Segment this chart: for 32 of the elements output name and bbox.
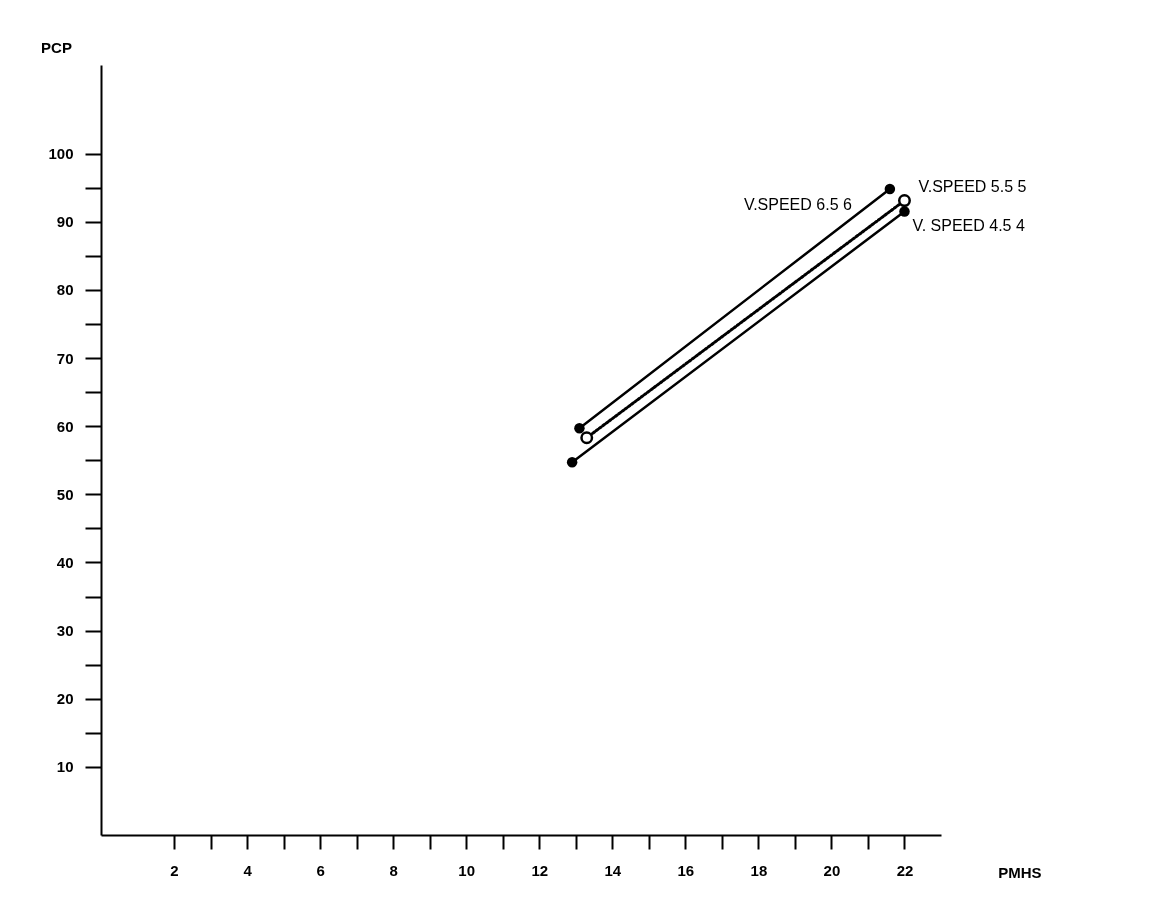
y-tick-label: 60 — [56, 417, 74, 435]
x-tick-label: 4 — [243, 861, 253, 879]
y-tick-label: 40 — [56, 553, 74, 571]
x-tick-label: 6 — [316, 861, 325, 879]
point — [897, 194, 911, 208]
y-tick-label: 10 — [56, 758, 74, 776]
x-tick-label: 16 — [677, 861, 695, 879]
y-tick-label: 80 — [56, 281, 74, 299]
point — [899, 206, 910, 217]
y-tick-label: 70 — [56, 349, 74, 367]
series-label: V.SPEED 5.5 5 — [918, 177, 1027, 195]
x-tick-label: 12 — [531, 861, 549, 879]
series-label: V. SPEED 4.5 4 — [912, 216, 1025, 234]
x-tick-label: 22 — [896, 861, 914, 879]
x-tick-label: 8 — [389, 861, 398, 879]
x-tick-label: 18 — [750, 861, 768, 879]
x-axis-title: PMHS — [998, 863, 1042, 881]
point — [580, 431, 594, 445]
point — [574, 422, 585, 434]
y-tick-label: 50 — [56, 485, 74, 503]
y-tick-label: 100 — [48, 145, 74, 163]
y-tick-label: 30 — [56, 622, 74, 640]
point — [884, 183, 896, 195]
y-axis-title: PCP — [41, 38, 72, 56]
x-tick-label: 20 — [823, 861, 841, 879]
x-tick-label: 10 — [458, 861, 476, 879]
point — [566, 457, 578, 468]
x-tick-label: 14 — [604, 861, 622, 879]
series-label: V.SPEED 6.5 6 — [743, 196, 852, 214]
y-tick-label: 90 — [56, 213, 74, 231]
x-tick-label: 2 — [170, 861, 179, 879]
y-tick-label: 20 — [56, 690, 74, 708]
